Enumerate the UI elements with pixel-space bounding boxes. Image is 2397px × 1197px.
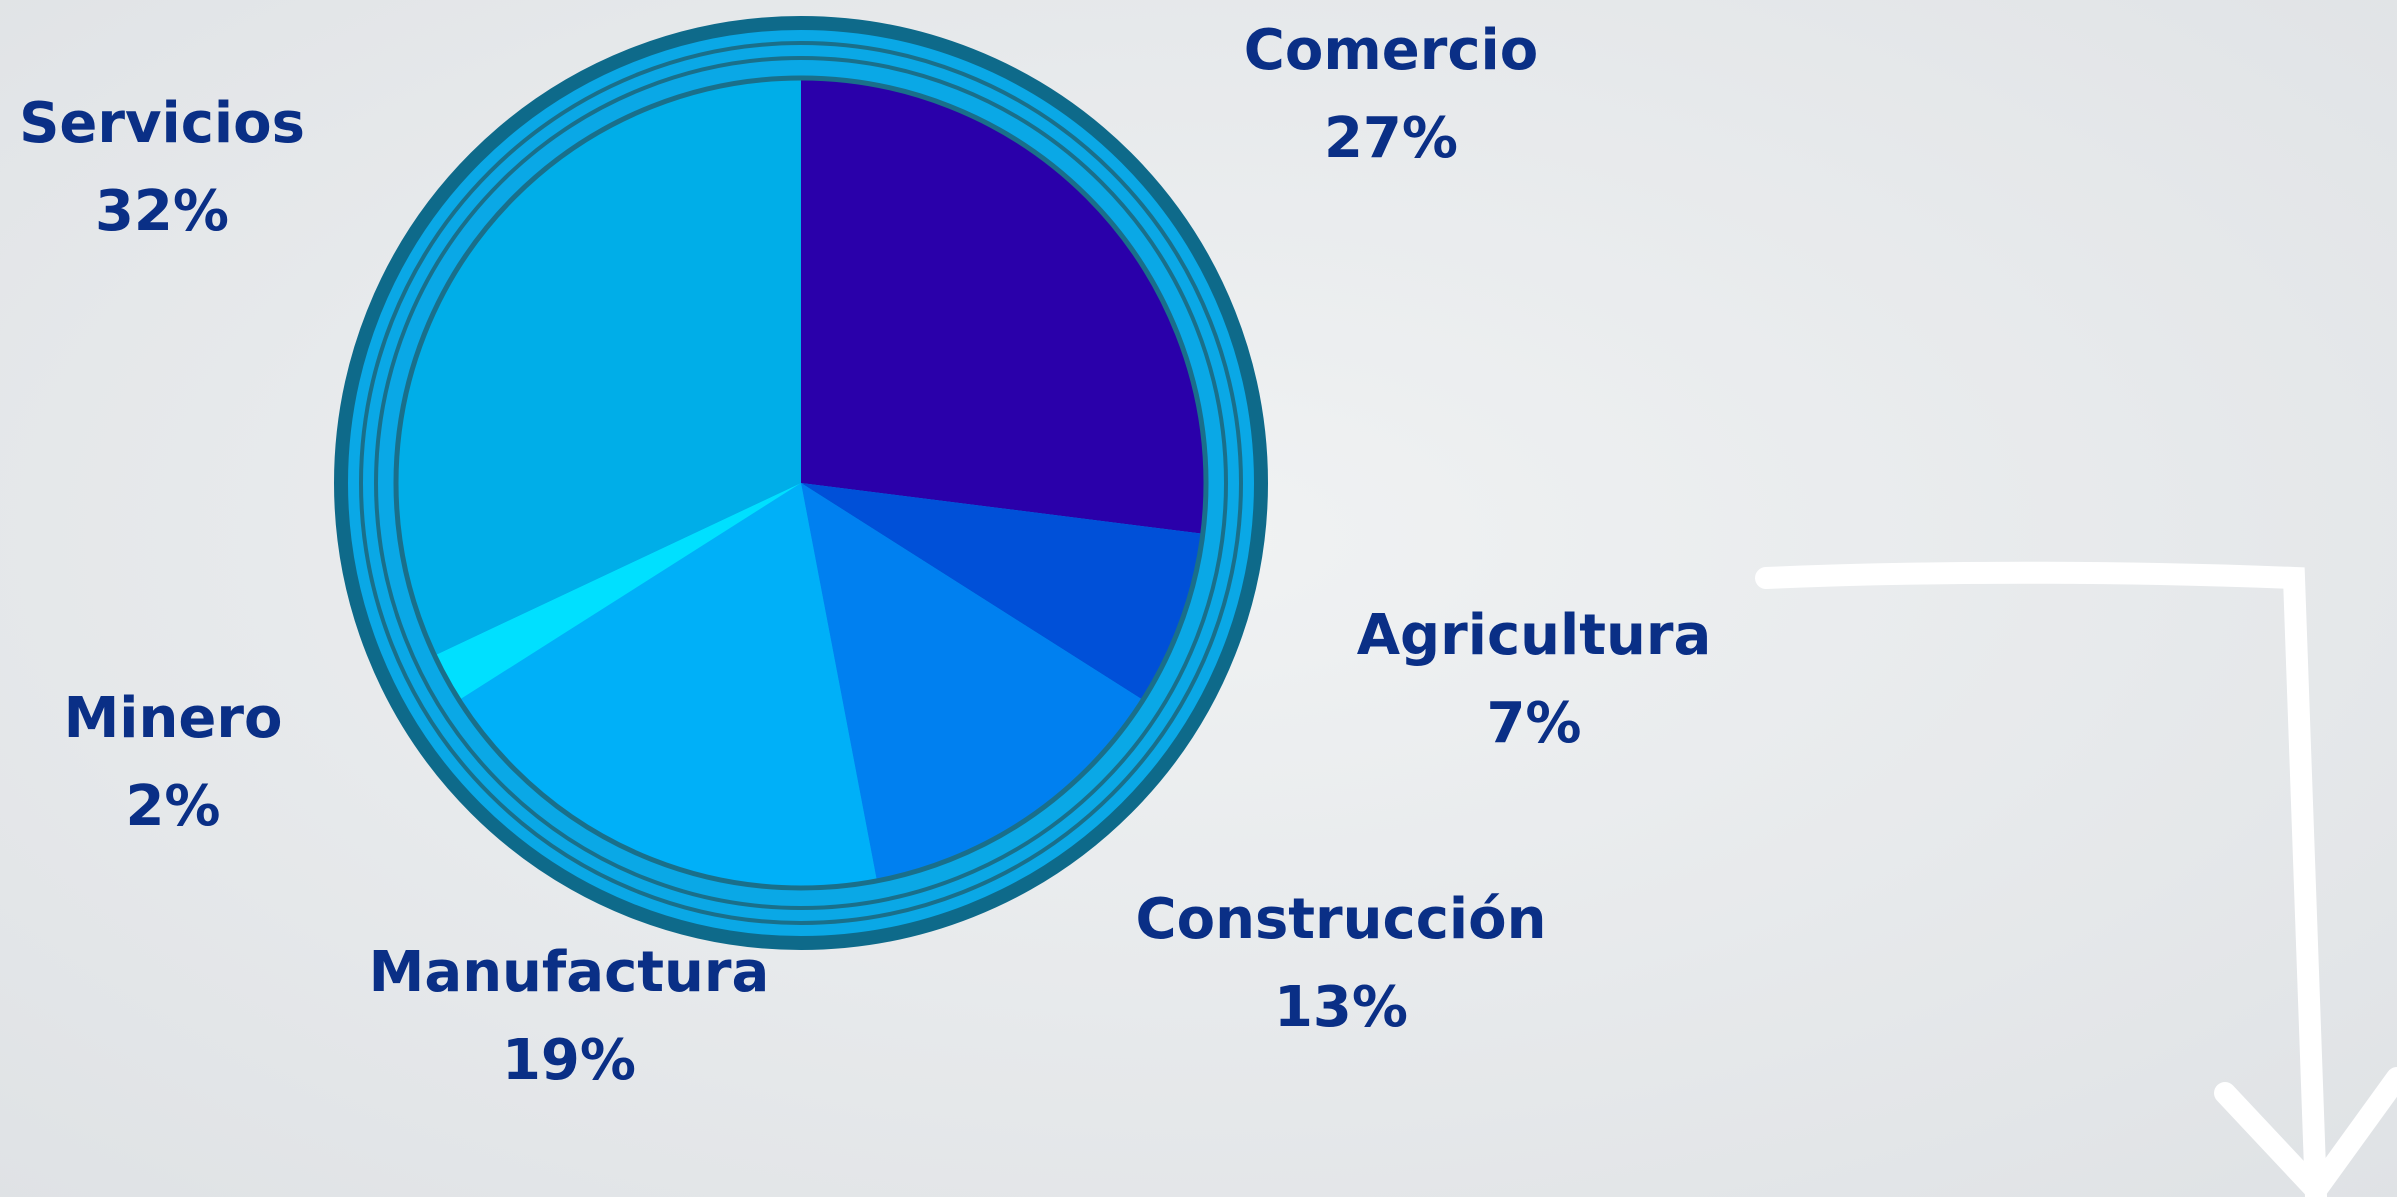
slice-value-label: 32%: [95, 179, 229, 244]
slice-label: Manufactura: [369, 940, 770, 1005]
pie-slice: [801, 483, 1203, 701]
pie-slice: [801, 483, 1143, 881]
arrow-head: [2214, 1067, 2397, 1197]
ring: [374, 56, 1228, 910]
pie-slice: [801, 78, 1206, 534]
slice-value-label: 7%: [1486, 691, 1581, 756]
slice-label: Agricultura: [1357, 603, 1712, 668]
slice-label: Servicios: [19, 91, 305, 156]
slice-label: Minero: [64, 686, 283, 751]
inner-ring: [393, 75, 1209, 891]
slice-label: Construcción: [1136, 887, 1547, 952]
slice-value-label: 13%: [1274, 975, 1408, 1040]
pie: [395, 78, 1206, 889]
pie-slice: [434, 483, 801, 701]
pie-slice: [395, 78, 801, 656]
slice-value-label: 2%: [125, 774, 220, 839]
arrow: [1755, 561, 2327, 1197]
slice-value-label: 27%: [1324, 106, 1458, 171]
slice-label: Comercio: [1244, 18, 1538, 83]
pie-slice: [459, 483, 877, 889]
slice-value-label: 19%: [502, 1028, 636, 1093]
ring: [359, 41, 1243, 925]
